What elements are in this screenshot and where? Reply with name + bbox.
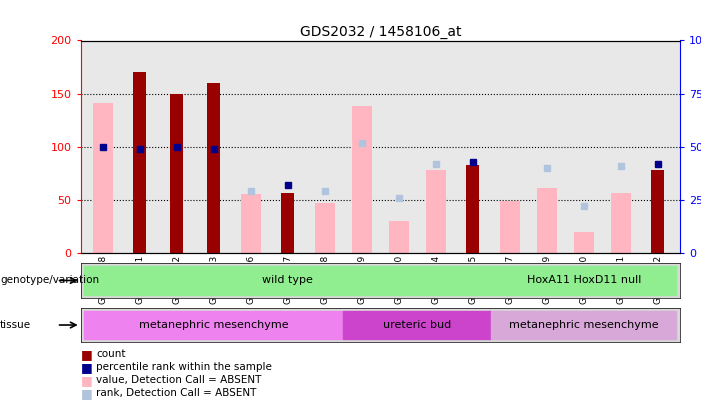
Bar xyxy=(240,194,261,253)
Bar xyxy=(207,83,220,253)
Bar xyxy=(426,170,446,253)
Bar xyxy=(651,170,665,253)
Text: HoxA11 HoxD11 null: HoxA11 HoxD11 null xyxy=(526,275,641,286)
Bar xyxy=(466,165,479,253)
Text: percentile rank within the sample: percentile rank within the sample xyxy=(96,362,272,372)
Text: rank, Detection Call = ABSENT: rank, Detection Call = ABSENT xyxy=(96,388,257,398)
Text: wild type: wild type xyxy=(262,275,313,286)
Text: ■: ■ xyxy=(81,348,93,361)
Bar xyxy=(84,266,491,295)
Bar xyxy=(491,311,676,339)
Bar xyxy=(388,221,409,253)
Bar xyxy=(343,311,491,339)
Bar xyxy=(573,232,594,253)
Bar xyxy=(93,103,113,253)
Text: count: count xyxy=(96,350,125,359)
Text: ureteric bud: ureteric bud xyxy=(383,320,451,330)
Bar xyxy=(500,201,520,253)
Text: ■: ■ xyxy=(81,374,93,387)
Text: genotype/variation: genotype/variation xyxy=(0,275,99,285)
Text: tissue: tissue xyxy=(0,320,31,330)
Bar xyxy=(315,203,335,253)
Bar xyxy=(84,311,343,339)
Text: metanephric mesenchyme: metanephric mesenchyme xyxy=(139,320,289,330)
Text: value, Detection Call = ABSENT: value, Detection Call = ABSENT xyxy=(96,375,261,385)
Bar xyxy=(611,192,631,253)
Bar xyxy=(281,192,294,253)
Bar xyxy=(352,107,372,253)
Text: metanephric mesenchyme: metanephric mesenchyme xyxy=(509,320,659,330)
Bar xyxy=(170,94,183,253)
Bar xyxy=(133,72,147,253)
Text: ■: ■ xyxy=(81,387,93,400)
Title: GDS2032 / 1458106_at: GDS2032 / 1458106_at xyxy=(299,26,461,39)
Bar xyxy=(491,266,676,295)
Text: ■: ■ xyxy=(81,361,93,374)
Bar xyxy=(536,188,557,253)
